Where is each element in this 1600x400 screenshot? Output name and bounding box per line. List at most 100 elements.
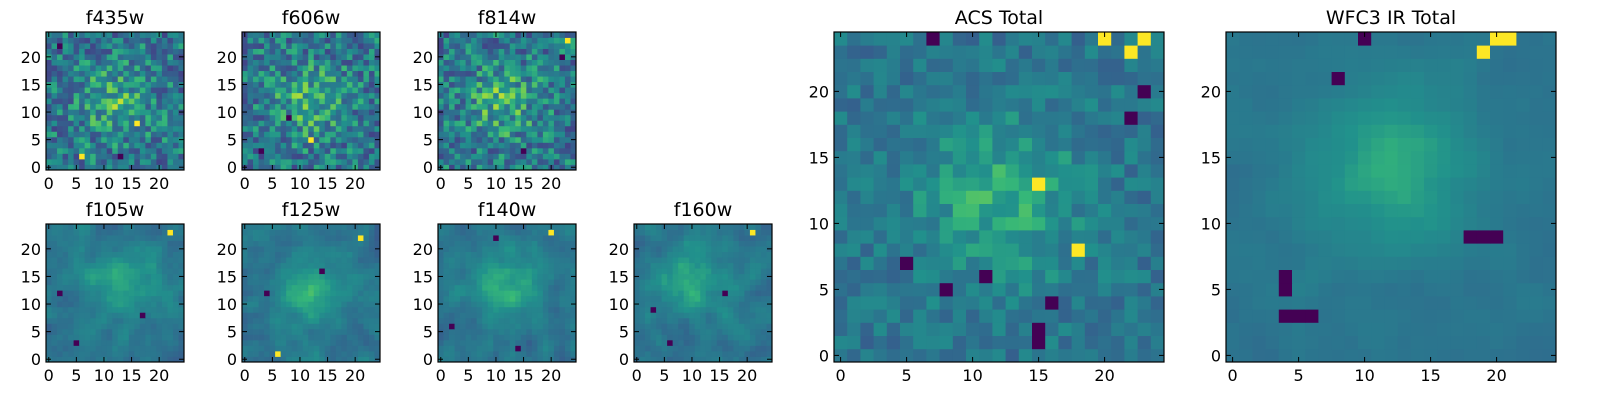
- heatmap-cell: [553, 251, 560, 258]
- heatmap-cell: [275, 312, 282, 319]
- heatmap-cell: [330, 356, 337, 363]
- heatmap-cell: [363, 32, 370, 38]
- heatmap-cell: [286, 306, 293, 313]
- heatmap-cell: [324, 109, 331, 116]
- heatmap-cell: [346, 328, 353, 335]
- heatmap-cell: [661, 301, 668, 308]
- heatmap-cell: [352, 103, 359, 110]
- heatmap-cell: [68, 328, 74, 335]
- heatmap-cell: [542, 229, 549, 236]
- heatmap-cell: [319, 328, 326, 335]
- heatmap-cell: [62, 345, 69, 352]
- heatmap-cell: [476, 334, 483, 341]
- heatmap-cell: [900, 269, 914, 284]
- heatmap-cell: [548, 147, 555, 154]
- heatmap-cell: [330, 164, 337, 171]
- heatmap-cell: [493, 136, 500, 143]
- heatmap-cell: [465, 114, 472, 121]
- heatmap-cell: [275, 295, 282, 302]
- heatmap-cell: [117, 70, 124, 77]
- heatmap-cell: [886, 282, 901, 297]
- heatmap-cell: [346, 262, 353, 269]
- heatmap-cell: [134, 59, 141, 66]
- heatmap-cell: [471, 284, 478, 291]
- heatmap-cell: [57, 120, 63, 127]
- heatmap-cell: [559, 235, 566, 241]
- heatmap-cell: [860, 190, 874, 204]
- heatmap-cell: [454, 257, 461, 264]
- heatmap-cell: [134, 43, 141, 49]
- heatmap-cell: [368, 317, 375, 324]
- heatmap-cell: [308, 59, 315, 66]
- heatmap-cell: [926, 296, 940, 310]
- heatmap-cell: [465, 125, 472, 132]
- heatmap-cell: [374, 32, 381, 38]
- heatmap-cell: [476, 306, 483, 313]
- heatmap-cell: [1137, 322, 1152, 336]
- heatmap-cell: [112, 334, 119, 341]
- heatmap-cell: [106, 125, 113, 132]
- heatmap-cell: [482, 92, 489, 99]
- heatmap-cell: [68, 235, 74, 241]
- heatmap-cell: [460, 334, 466, 341]
- heatmap-cell: [542, 109, 549, 116]
- heatmap-cell: [117, 334, 124, 341]
- heatmap-cell: [253, 317, 259, 324]
- heatmap-cell: [564, 147, 571, 154]
- heatmap-cell: [128, 76, 135, 83]
- heatmap-cell: [247, 59, 254, 66]
- heatmap-cell: [498, 98, 505, 105]
- heatmap-cell: [95, 262, 102, 269]
- heatmap-cell: [161, 120, 168, 127]
- heatmap-cell: [341, 240, 348, 247]
- heatmap-cell: [465, 290, 472, 297]
- heatmap-cell: [51, 164, 58, 171]
- heatmap-cell: [738, 279, 745, 286]
- heatmap-cell: [460, 339, 466, 346]
- heatmap-cell: [73, 114, 80, 121]
- heatmap-cell: [313, 229, 320, 236]
- panel-title: f140w: [478, 199, 537, 221]
- heatmap-cell: [542, 356, 549, 363]
- heatmap-cell: [645, 306, 651, 313]
- heatmap-cell: [570, 43, 577, 49]
- heatmap-cell: [346, 306, 353, 313]
- heatmap-cell: [1098, 296, 1112, 310]
- heatmap-cell: [178, 37, 185, 44]
- heatmap-cell: [727, 295, 734, 302]
- heatmap-cell: [509, 65, 516, 72]
- heatmap-cell: [504, 246, 511, 252]
- heatmap-cell: [650, 295, 657, 302]
- heatmap-cell: [860, 256, 874, 270]
- heatmap-cell: [286, 345, 293, 352]
- heatmap-cell: [460, 356, 466, 363]
- heatmap-cell: [335, 76, 342, 83]
- heatmap-cell: [443, 109, 450, 116]
- heatmap-cell: [465, 81, 472, 88]
- heatmap-cell: [335, 131, 342, 138]
- heatmap-cell: [476, 317, 483, 324]
- heatmap-cell: [476, 109, 483, 116]
- y-tick-label: 15: [413, 267, 433, 286]
- heatmap-cell: [1098, 309, 1112, 323]
- heatmap-cell: [117, 323, 124, 330]
- heatmap-cell: [559, 268, 566, 275]
- heatmap-cell: [374, 59, 381, 66]
- heatmap-cell: [341, 312, 348, 319]
- heatmap-cell: [95, 92, 102, 99]
- heatmap-cell: [515, 109, 522, 116]
- heatmap-cell: [286, 334, 293, 341]
- heatmap-cell: [634, 350, 640, 357]
- heatmap-cell: [112, 147, 119, 154]
- heatmap-cell: [689, 306, 696, 313]
- heatmap-cell: [357, 273, 364, 280]
- heatmap-cell: [51, 301, 58, 308]
- heatmap-cell: [363, 59, 370, 66]
- heatmap-cell: [253, 323, 259, 330]
- heatmap-cell: [319, 345, 326, 352]
- heatmap-cell: [443, 114, 450, 121]
- heatmap-cell: [515, 43, 522, 49]
- heatmap-cell: [979, 177, 993, 191]
- heatmap-cell: [449, 350, 455, 357]
- heatmap-cell: [319, 251, 326, 258]
